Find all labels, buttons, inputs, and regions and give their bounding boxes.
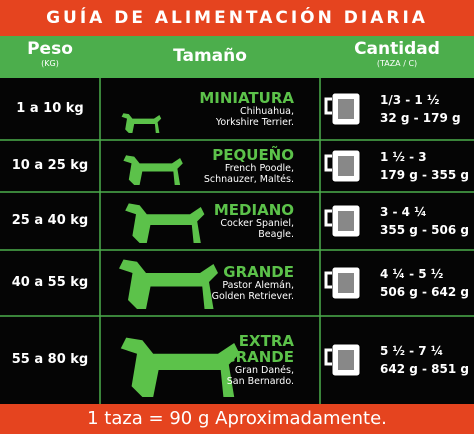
cups: 1 ½ - 3 bbox=[380, 150, 427, 164]
cup-handle bbox=[324, 271, 332, 289]
size-name: PEQUEÑO bbox=[212, 146, 294, 164]
size-name: GRANDE bbox=[223, 263, 294, 281]
grams: 506 g - 642 g bbox=[380, 285, 469, 299]
header-weight-unit: (KG) bbox=[41, 59, 59, 68]
cup-window bbox=[338, 99, 354, 119]
header-row: Peso (KG) Tamaño Cantidad (TAZA / C) bbox=[0, 36, 474, 78]
dog-icon bbox=[121, 113, 162, 133]
cups: 5 ½ - 7 ¼ bbox=[380, 344, 444, 358]
cup-handle bbox=[324, 209, 332, 227]
breed: Cocker Spaniel, bbox=[220, 218, 294, 229]
weight: 55 a 80 kg bbox=[11, 352, 89, 367]
size-name: GRANDE bbox=[223, 348, 294, 366]
breed: Golden Retriever. bbox=[211, 291, 294, 302]
breed: French Poodle, bbox=[224, 163, 294, 174]
weight: 1 a 10 kg bbox=[16, 101, 84, 116]
cup-handle bbox=[324, 348, 332, 366]
dog-icon bbox=[123, 155, 183, 185]
header-size: Tamaño bbox=[173, 46, 247, 66]
size-name: EXTRA bbox=[238, 332, 294, 350]
cups: 1/3 - 1 ½ bbox=[380, 93, 440, 107]
cup-window bbox=[338, 350, 354, 370]
cup-window bbox=[338, 211, 354, 231]
breed: Schnauzer, Maltés. bbox=[203, 174, 294, 185]
title: GUÍA DE ALIMENTACIÓN DIARIA bbox=[0, 0, 474, 36]
size-name: MINIATURA bbox=[199, 89, 294, 107]
size-name: MEDIANO bbox=[213, 201, 294, 219]
weight: 25 a 40 kg bbox=[11, 213, 89, 228]
footer: 1 taza = 90 g Aproximadamente. bbox=[0, 404, 474, 434]
breed: Pastor Alemán, bbox=[222, 280, 294, 291]
weight: 10 a 25 kg bbox=[11, 158, 89, 173]
dog-icon bbox=[120, 337, 240, 397]
header-amount-unit: (TAZA / C) bbox=[376, 59, 418, 68]
breed: San Bernardo. bbox=[226, 376, 294, 387]
dog-icon bbox=[119, 259, 218, 309]
grams: 642 g - 851 g bbox=[380, 362, 469, 376]
breed: Yorkshire Terrier. bbox=[215, 117, 294, 128]
breed: Beagle. bbox=[258, 229, 294, 240]
grams: 32 g - 179 g bbox=[380, 111, 461, 125]
header-weight: Peso bbox=[27, 39, 73, 59]
breed: Chihuahua, bbox=[239, 106, 294, 117]
cups: 3 - 4 ¼ bbox=[380, 205, 427, 219]
grams: 179 g - 355 g bbox=[380, 168, 469, 182]
grams: 355 g - 506 g bbox=[380, 223, 469, 237]
cup-handle bbox=[324, 97, 332, 115]
weight: 40 a 55 kg bbox=[11, 275, 89, 290]
cups: 4 ¼ - 5 ½ bbox=[380, 267, 444, 281]
breed: Gran Danés, bbox=[234, 365, 294, 376]
dog-icon bbox=[125, 203, 205, 243]
cup-window bbox=[338, 156, 354, 176]
header-amount: Cantidad bbox=[354, 39, 440, 59]
cup-handle bbox=[324, 154, 332, 172]
cup-window bbox=[338, 273, 354, 293]
